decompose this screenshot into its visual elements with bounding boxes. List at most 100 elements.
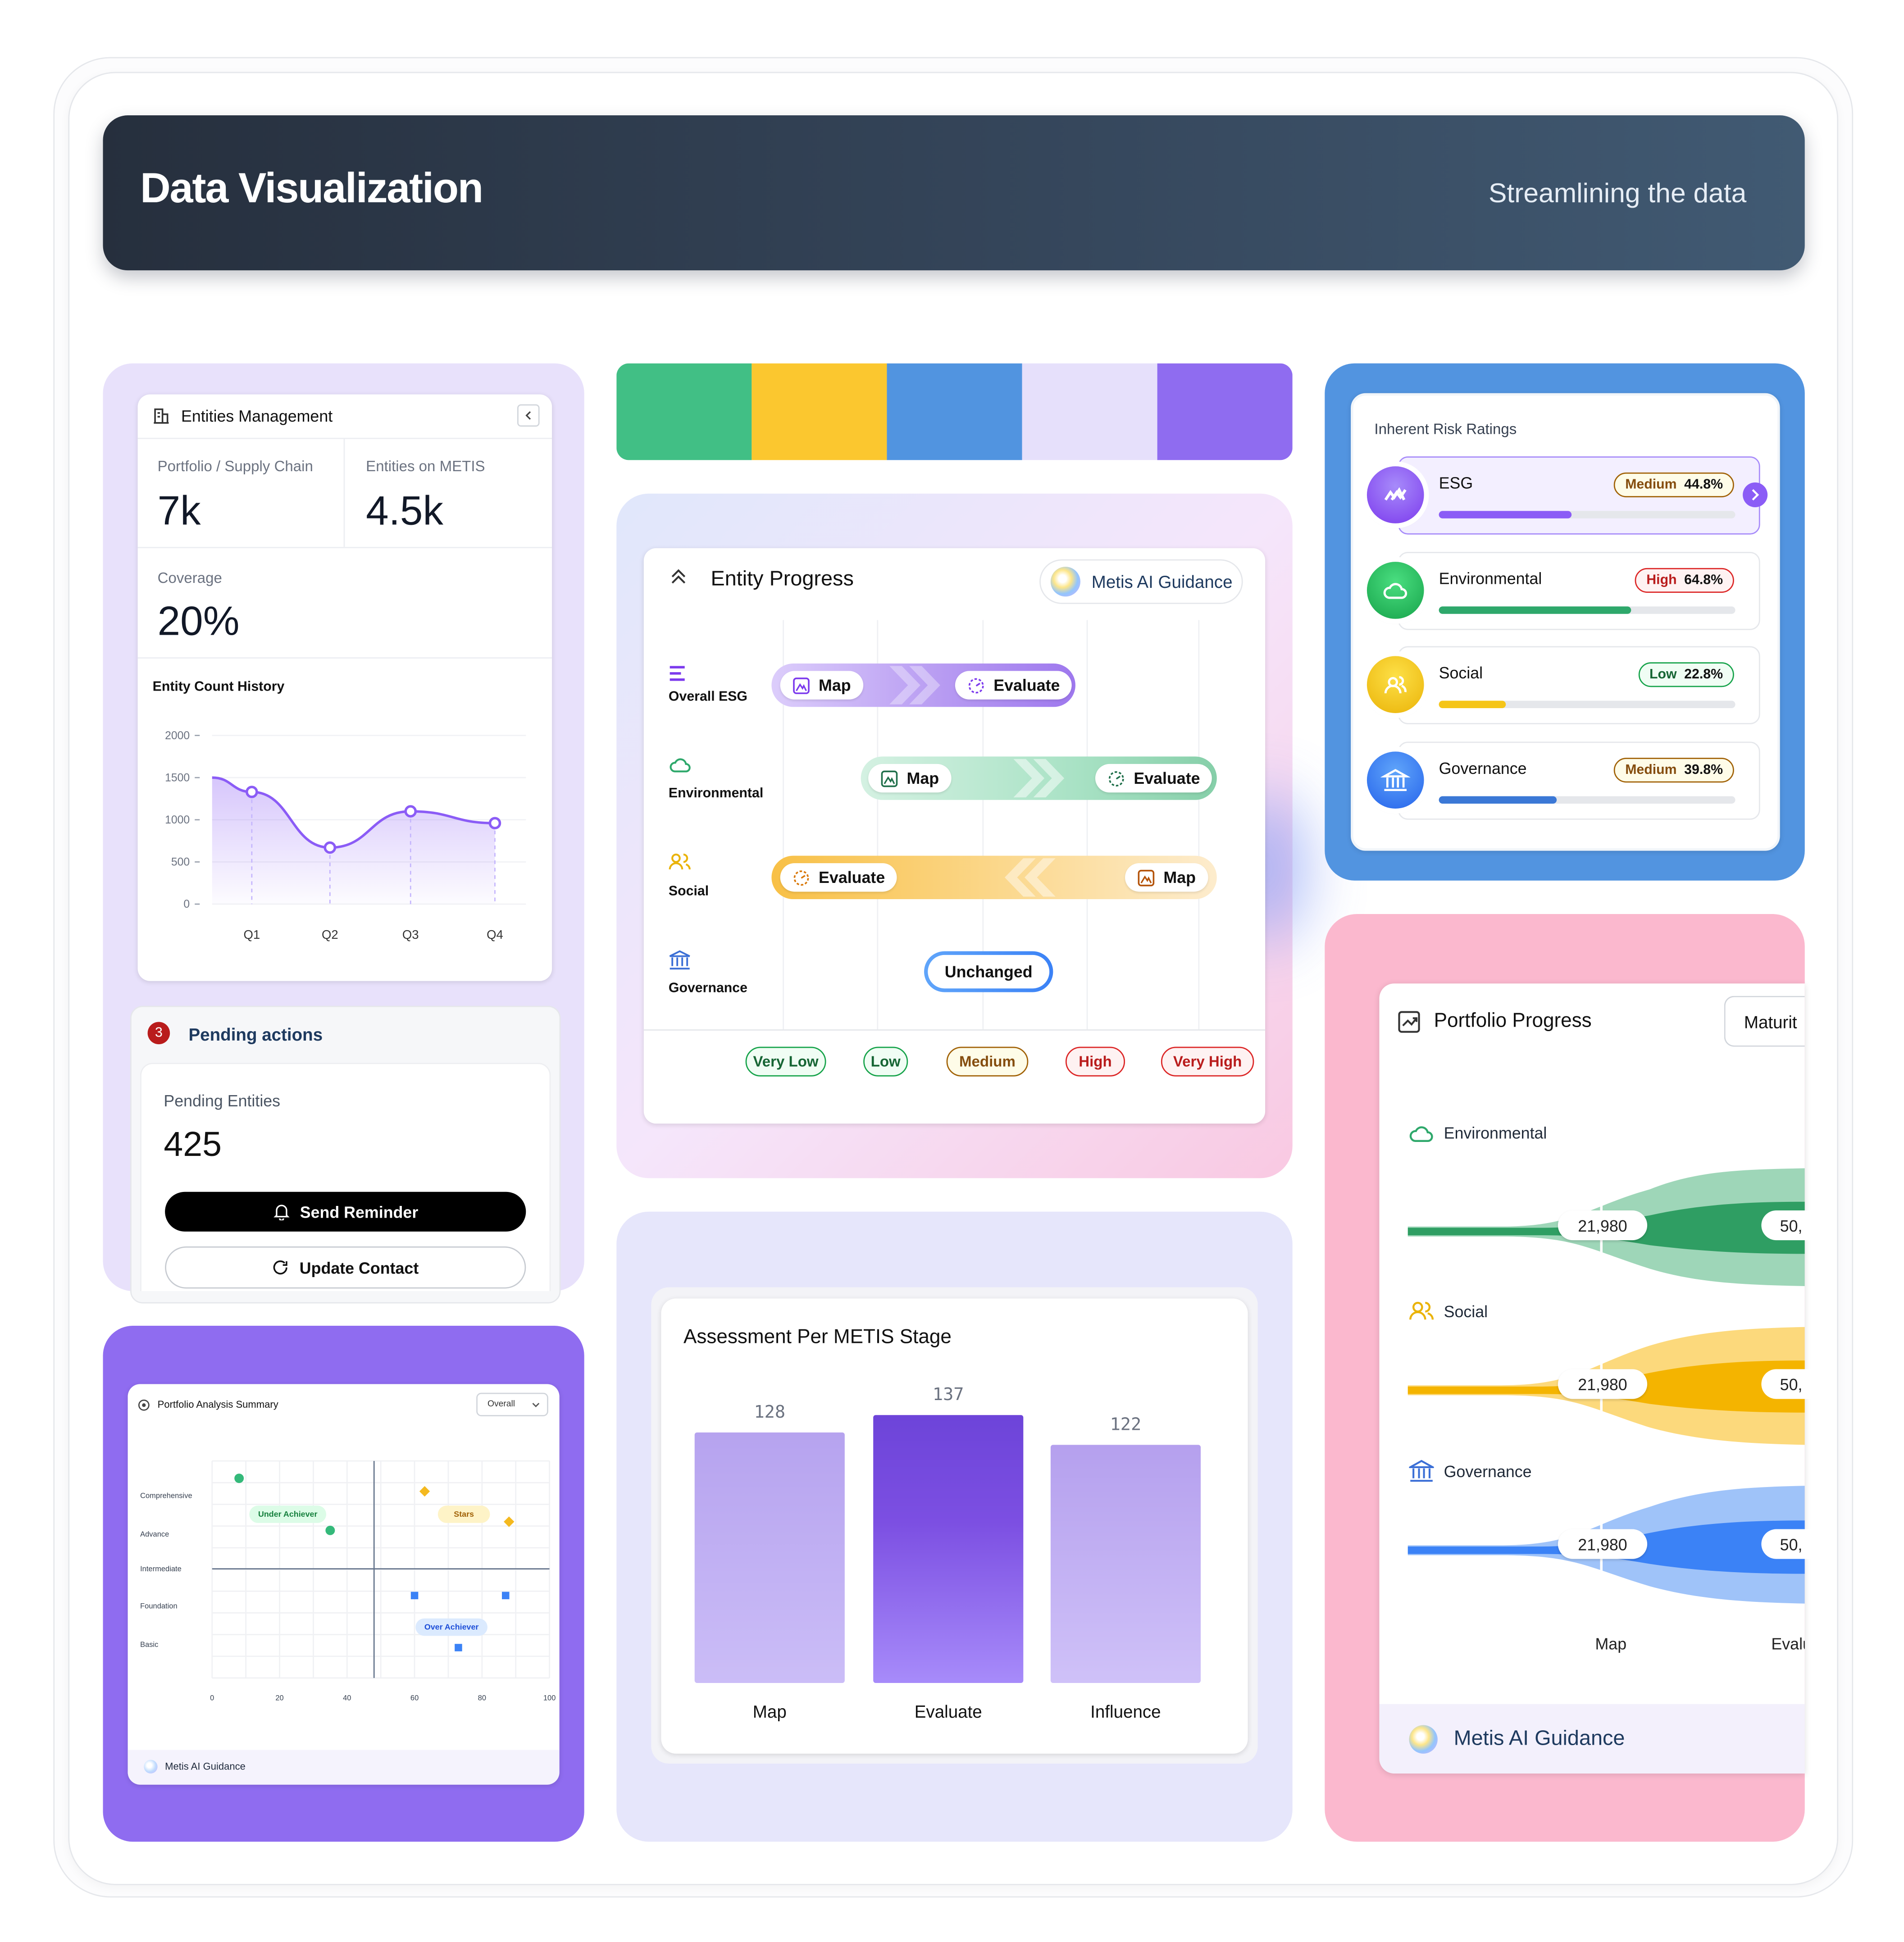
risk-pct: 39.8%: [1684, 763, 1723, 778]
unchanged-label: Unchanged: [928, 955, 1050, 989]
page-title: Data Visualization: [140, 165, 483, 212]
portfolio-label: Portfolio / Supply Chain: [157, 457, 313, 475]
data-point[interactable]: [323, 841, 337, 854]
entity-progress-title: Entity Progress: [711, 567, 854, 591]
scatter-point[interactable]: [455, 1644, 462, 1651]
data-point[interactable]: [488, 817, 501, 830]
chevron-arrows-left-icon: [1005, 858, 1056, 897]
gauge-icon: [793, 869, 809, 885]
grid-line: [982, 620, 984, 1030]
update-contact-button[interactable]: Update Contact: [165, 1246, 526, 1289]
x-tick-label: Q2: [322, 928, 338, 941]
ai-guidance-label: Metis AI Guidance: [1091, 572, 1233, 592]
evaluate-label: Evaluate: [819, 868, 885, 887]
social-evaluate-pill[interactable]: Evaluate: [780, 863, 897, 892]
divider: [137, 547, 552, 548]
bar-influence[interactable]: [1050, 1444, 1201, 1683]
scale-low: Low: [863, 1046, 908, 1077]
summary-dropdown[interactable]: Overall: [476, 1392, 548, 1417]
bar-category-label: Map: [752, 1701, 787, 1722]
pp-row-governance: Governance: [1444, 1462, 1532, 1481]
pp-row-environmental: Environmental: [1444, 1123, 1547, 1142]
data-point[interactable]: [404, 805, 417, 818]
overall-map-pill[interactable]: Map: [780, 671, 864, 700]
metis-ai-guidance-button[interactable]: Metis AI Guidance: [1039, 559, 1243, 604]
scale-very-low: Very Low: [745, 1046, 826, 1077]
risk-fill: [1439, 606, 1631, 614]
environmental-eval-value: 50,: [1761, 1210, 1836, 1241]
environmental-map-value: 21,980: [1558, 1210, 1648, 1241]
pp-ai-footer[interactable]: [1379, 1704, 1805, 1774]
risk-track: [1439, 606, 1735, 614]
scatter-point[interactable]: [410, 1592, 419, 1600]
row-label-social: Social: [668, 884, 709, 899]
ai-orb-icon: [1050, 567, 1080, 597]
quadrant-stars-label: Stars: [454, 1510, 474, 1519]
environmental-map-pill[interactable]: Map: [868, 764, 952, 793]
data-point[interactable]: [246, 786, 258, 798]
entity-progress-card: [643, 548, 1266, 1124]
risk-fill: [1439, 700, 1507, 709]
chevron-down-icon: [532, 1403, 540, 1407]
risk-row-esg[interactable]: ESG Medium 44.8%: [1398, 456, 1760, 535]
quadrant-under-achiever: [249, 1505, 327, 1523]
y-tick-label: 500: [171, 856, 190, 869]
pp-row-social: Social: [1444, 1302, 1488, 1321]
chevron-right-icon: [1752, 489, 1759, 501]
governance-unchanged-pill[interactable]: Unchanged: [924, 951, 1053, 992]
scatter-point[interactable]: [502, 1592, 510, 1600]
map-label: Map: [906, 769, 939, 788]
entity-count-history-chart: 2000 1500 1000 500 0 Q1 Q2 Q3 Q4: [165, 730, 526, 941]
divider: [137, 657, 552, 659]
quadrant-over-achiever: [415, 1618, 487, 1636]
color-swatch: [1157, 363, 1293, 460]
risk-level-badge: Medium 39.8%: [1614, 758, 1734, 783]
map-label: Map: [819, 676, 851, 695]
risk-name: Social: [1439, 663, 1483, 682]
bar-map[interactable]: [694, 1433, 845, 1683]
quadrant-over-achiever-label: Over Achiever: [424, 1623, 479, 1632]
risk-pct: 64.8%: [1684, 573, 1723, 588]
grid-line: [1198, 620, 1200, 1030]
row-label-environmental: Environmental: [668, 786, 764, 801]
next-arrow-button[interactable]: [1743, 482, 1768, 508]
y-tick-label: 1500: [165, 772, 190, 784]
risk-pct: 22.8%: [1684, 667, 1723, 682]
x-tick-label: 0: [210, 1694, 214, 1702]
update-contact-label: Update Contact: [299, 1258, 419, 1277]
esg-icon: [1367, 466, 1424, 523]
map-icon: [793, 677, 810, 694]
gauge-icon: [968, 678, 984, 693]
social-map-pill[interactable]: Map: [1125, 863, 1208, 892]
risk-row-environmental[interactable]: Environmental High 64.8%: [1398, 552, 1760, 630]
scatter-point[interactable]: [504, 1516, 515, 1527]
maturity-dropdown[interactable]: Maturit: [1724, 996, 1805, 1047]
risk-fill: [1439, 796, 1557, 804]
risk-level: Low: [1649, 667, 1677, 682]
bar-evaluate[interactable]: [873, 1415, 1024, 1683]
y-tick-label: 0: [183, 898, 190, 910]
entities-card: Entities Management Portfolio / Supply C…: [137, 394, 552, 981]
scatter-point[interactable]: [419, 1486, 430, 1497]
stage-label-map: Map: [1595, 1634, 1627, 1653]
environmental-evaluate-pill[interactable]: Evaluate: [1095, 764, 1213, 793]
divider: [643, 1029, 1266, 1031]
send-reminder-button[interactable]: Send Reminder: [165, 1192, 526, 1232]
cloud-icon: [670, 758, 691, 773]
pending-title: Pending actions: [188, 1024, 323, 1045]
refresh-icon: [273, 1260, 288, 1275]
risk-row-governance[interactable]: Governance Medium 39.8%: [1398, 741, 1760, 820]
risk-level-badge: High 64.8%: [1635, 568, 1734, 593]
users-icon: [1409, 1301, 1434, 1320]
summary-ai-label: Metis AI Guidance: [165, 1761, 246, 1773]
overall-evaluate-pill[interactable]: Evaluate: [955, 671, 1073, 700]
x-tick-label: 60: [410, 1694, 419, 1702]
scatter-point[interactable]: [234, 1474, 244, 1483]
risk-row-social[interactable]: Social Low 22.8%: [1398, 646, 1760, 724]
x-tick-label: Q4: [487, 928, 503, 941]
color-swatch: [1022, 363, 1157, 460]
scatter-point[interactable]: [325, 1525, 335, 1535]
x-tick-label: 100: [543, 1694, 556, 1702]
collapse-button[interactable]: [517, 404, 540, 427]
risk-level: Medium: [1625, 763, 1677, 778]
